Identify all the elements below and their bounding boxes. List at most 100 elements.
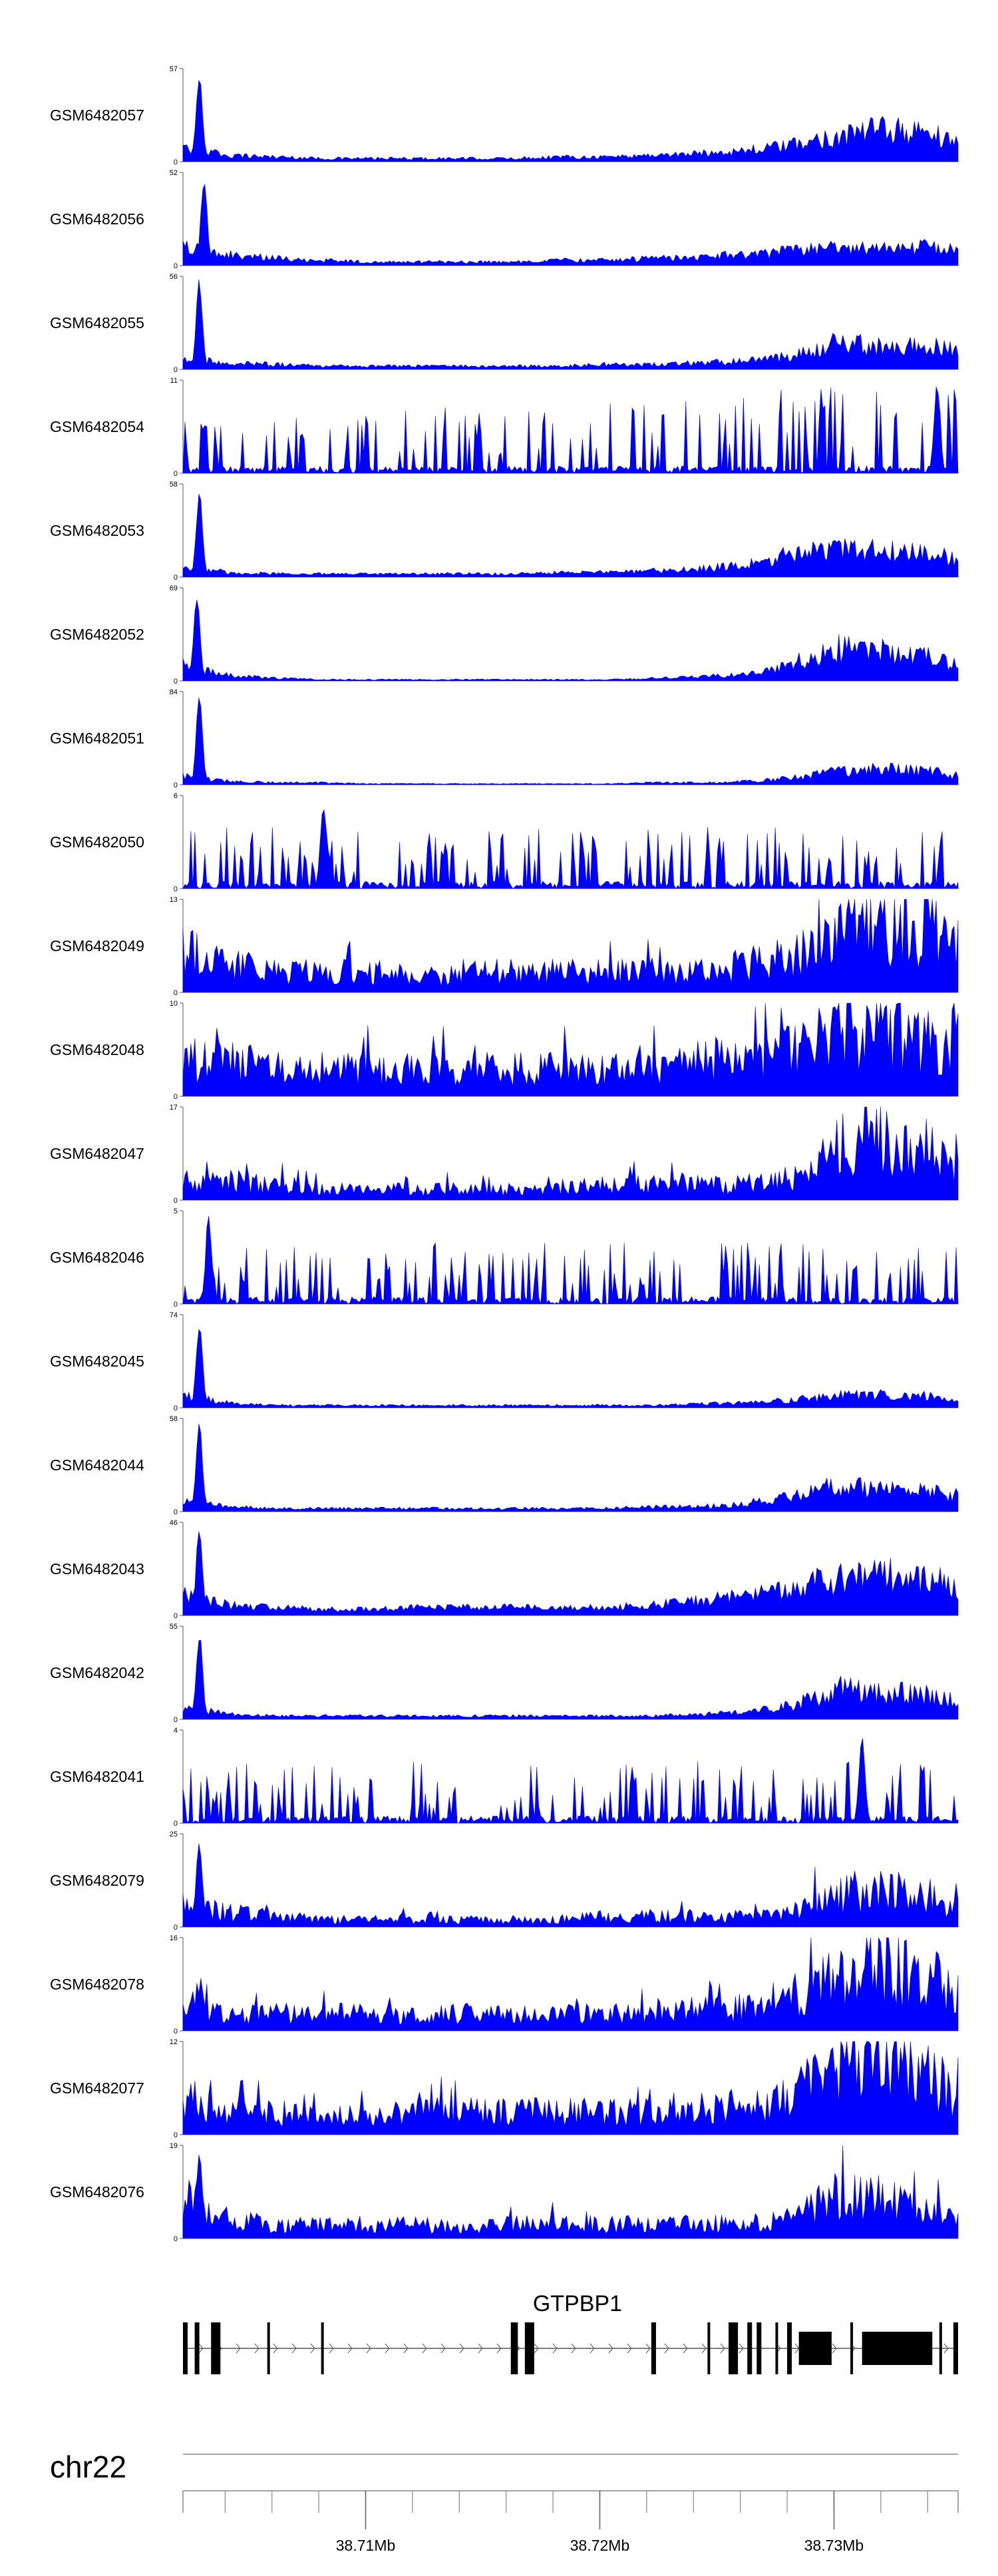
y-min-label: 0 — [174, 158, 178, 166]
y-max-label: 6 — [174, 792, 178, 800]
exon — [756, 2322, 762, 2374]
y-min-label: 0 — [174, 2235, 178, 2243]
coverage-area — [182, 2145, 959, 2239]
track-label: GSM6482053 — [50, 522, 144, 539]
strand-chevron — [534, 2343, 539, 2354]
strand-chevron — [832, 2343, 837, 2354]
y-max-label: 4 — [174, 1727, 178, 1735]
coverage-area — [182, 1106, 959, 1201]
strand-chevron — [943, 2343, 949, 2354]
strand-chevron — [739, 2343, 744, 2354]
y-min-label: 0 — [174, 470, 178, 478]
y-max-label: 58 — [170, 481, 178, 489]
y-min-label: 0 — [174, 1301, 178, 1309]
exon — [747, 2322, 752, 2374]
strand-chevron — [720, 2343, 725, 2354]
y-min-label: 0 — [174, 1820, 178, 1828]
coverage-area — [182, 79, 959, 162]
track-label: GSM6482045 — [50, 1353, 144, 1370]
x-tick-label: 38.71Mb — [336, 2537, 396, 2554]
y-max-label: 84 — [170, 688, 178, 696]
coverage-area — [182, 494, 959, 578]
strand-chevron — [422, 2343, 427, 2354]
strand-chevron — [254, 2343, 259, 2354]
coverage-track: GSM6482052 69 0 — [50, 584, 959, 686]
y-max-label: 16 — [170, 1934, 178, 1942]
track-label: GSM6482050 — [50, 833, 144, 851]
exon — [651, 2322, 656, 2374]
y-max-label: 19 — [170, 2142, 178, 2150]
exon — [775, 2322, 778, 2374]
coverage-track: GSM6482050 6 0 — [50, 792, 959, 893]
coverage-area — [182, 809, 959, 889]
exon — [729, 2322, 739, 2374]
track-label: GSM6482057 — [50, 107, 144, 124]
track-label: GSM6482041 — [50, 1768, 144, 1785]
coverage-track: GSM6482041 4 0 — [50, 1727, 959, 1828]
coverage-track: GSM6482042 55 0 — [50, 1623, 959, 1724]
coverage-area — [182, 600, 959, 682]
coverage-track: GSM6482045 74 0 — [50, 1311, 959, 1412]
gene-name-label: GTPBP1 — [533, 2291, 622, 2316]
y-max-label: 11 — [170, 377, 178, 385]
coverage-area — [182, 183, 959, 266]
coverage-track: GSM6482044 58 0 — [50, 1415, 959, 1516]
y-min-label: 0 — [174, 781, 178, 789]
coverage-area — [182, 279, 959, 370]
track-label: GSM6482047 — [50, 1145, 144, 1162]
strand-chevron — [366, 2343, 371, 2354]
coverage-area — [182, 1738, 959, 1824]
chromosome-label: chr22 — [50, 2450, 126, 2484]
track-label: GSM6482056 — [50, 210, 144, 228]
track-label: GSM6482051 — [50, 730, 144, 747]
strand-chevron — [385, 2343, 390, 2354]
y-min-label: 0 — [174, 1508, 178, 1516]
y-max-label: 57 — [170, 65, 178, 73]
coverage-track: GSM6482053 58 0 — [50, 481, 959, 582]
strand-chevron — [459, 2343, 464, 2354]
y-max-label: 58 — [170, 1415, 178, 1423]
track-label: GSM6482055 — [50, 314, 144, 331]
y-max-label: 25 — [170, 1830, 178, 1838]
exon — [798, 2332, 832, 2365]
exon — [194, 2322, 200, 2374]
strand-chevron — [291, 2343, 297, 2354]
track-label: GSM6482078 — [50, 1976, 144, 1993]
coverage-area — [182, 1002, 959, 1097]
y-max-label: 46 — [170, 1519, 178, 1527]
y-min-label: 0 — [174, 1093, 178, 1101]
coverage-area — [182, 386, 959, 474]
exon — [524, 2322, 534, 2374]
exon — [953, 2322, 958, 2374]
track-label: GSM6482046 — [50, 1249, 144, 1266]
coverage-area — [182, 899, 959, 993]
coverage-track: GSM6482056 52 0 — [50, 169, 959, 270]
track-label: GSM6482052 — [50, 626, 144, 643]
y-max-label: 5 — [174, 1207, 178, 1215]
y-min-label: 0 — [174, 574, 178, 582]
coverage-area — [182, 2041, 959, 2135]
coverage-track: GSM6482077 12 0 — [50, 2038, 959, 2139]
strand-chevron — [310, 2343, 315, 2354]
exon — [862, 2332, 933, 2365]
strand-chevron — [627, 2343, 632, 2354]
exon — [787, 2322, 792, 2374]
strand-chevron — [273, 2343, 278, 2354]
exon — [510, 2322, 518, 2374]
y-max-label: 17 — [170, 1104, 178, 1112]
strand-chevron — [440, 2343, 446, 2354]
strand-chevron — [478, 2343, 483, 2354]
coverage-track: GSM6482055 56 0 — [50, 273, 959, 374]
coverage-track: GSM6482079 25 0 — [50, 1830, 959, 1932]
y-max-label: 56 — [170, 273, 178, 281]
coverage-track: GSM6482076 19 0 — [50, 2142, 959, 2243]
track-label: GSM6482054 — [50, 418, 144, 435]
track-label: GSM6482077 — [50, 2079, 144, 2097]
coverage-track: GSM6482043 46 0 — [50, 1519, 959, 1620]
coverage-track: GSM6482046 5 0 — [50, 1207, 959, 1309]
coverage-tracks: GSM6482057570GSM6482056520GSM6482055560G… — [50, 65, 959, 2243]
genome-axis-track: chr22 38.71Mb 38.72Mb 38.73Mb — [50, 2450, 959, 2554]
coverage-area — [182, 1423, 959, 1512]
exon — [321, 2322, 324, 2374]
